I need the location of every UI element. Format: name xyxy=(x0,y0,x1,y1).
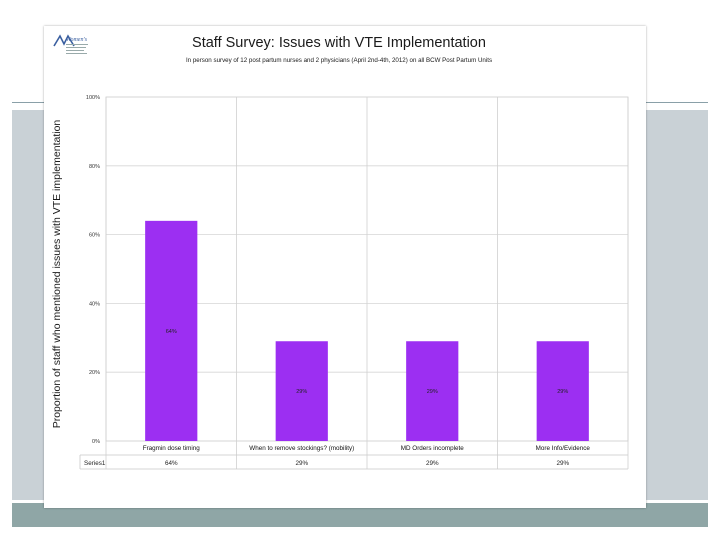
legend-series-name: Series1 xyxy=(84,460,106,467)
table-value: 29% xyxy=(426,460,439,467)
data-label: 29% xyxy=(296,389,307,395)
bar xyxy=(145,220,198,441)
x-tick-label: More Info/Evidence xyxy=(536,445,591,452)
x-tick-label: MD Orders incomplete xyxy=(401,445,464,452)
y-tick-label: 60% xyxy=(89,233,100,239)
data-label: 64% xyxy=(166,329,177,335)
data-label: 29% xyxy=(427,389,438,395)
x-tick-label: When to remove stockings? (mobility) xyxy=(249,445,354,452)
table-value: 29% xyxy=(295,460,308,467)
data-label: 29% xyxy=(557,389,568,395)
bar-chart-plot: 0% 20% 40% 60% 80% 100% 64% 29% 29% 29% Fragmin do… xyxy=(79,95,629,470)
y-tick-label: 0% xyxy=(92,439,100,445)
table-value: 64% xyxy=(165,460,178,467)
chart-image: Women's Staff Survey: Issues with VTE Im… xyxy=(44,26,646,508)
bar xyxy=(406,341,459,441)
y-tick-label: 40% xyxy=(89,301,100,307)
table-value: 29% xyxy=(556,460,569,467)
y-tick-label: 80% xyxy=(89,164,100,170)
chart-subtitle: In person survey of 12 post partum nurse… xyxy=(185,57,493,64)
hospital-logo: Women's xyxy=(53,34,88,54)
y-tick-label: 20% xyxy=(89,370,100,376)
bar xyxy=(275,341,328,441)
y-tick-label: 100% xyxy=(86,95,100,101)
chart-title: Staff Survey: Issues with VTE Implementa… xyxy=(192,35,486,51)
logo-text: Women's xyxy=(66,37,88,43)
bar xyxy=(536,341,589,441)
x-tick-label: Fragmin dose timing xyxy=(143,445,201,452)
